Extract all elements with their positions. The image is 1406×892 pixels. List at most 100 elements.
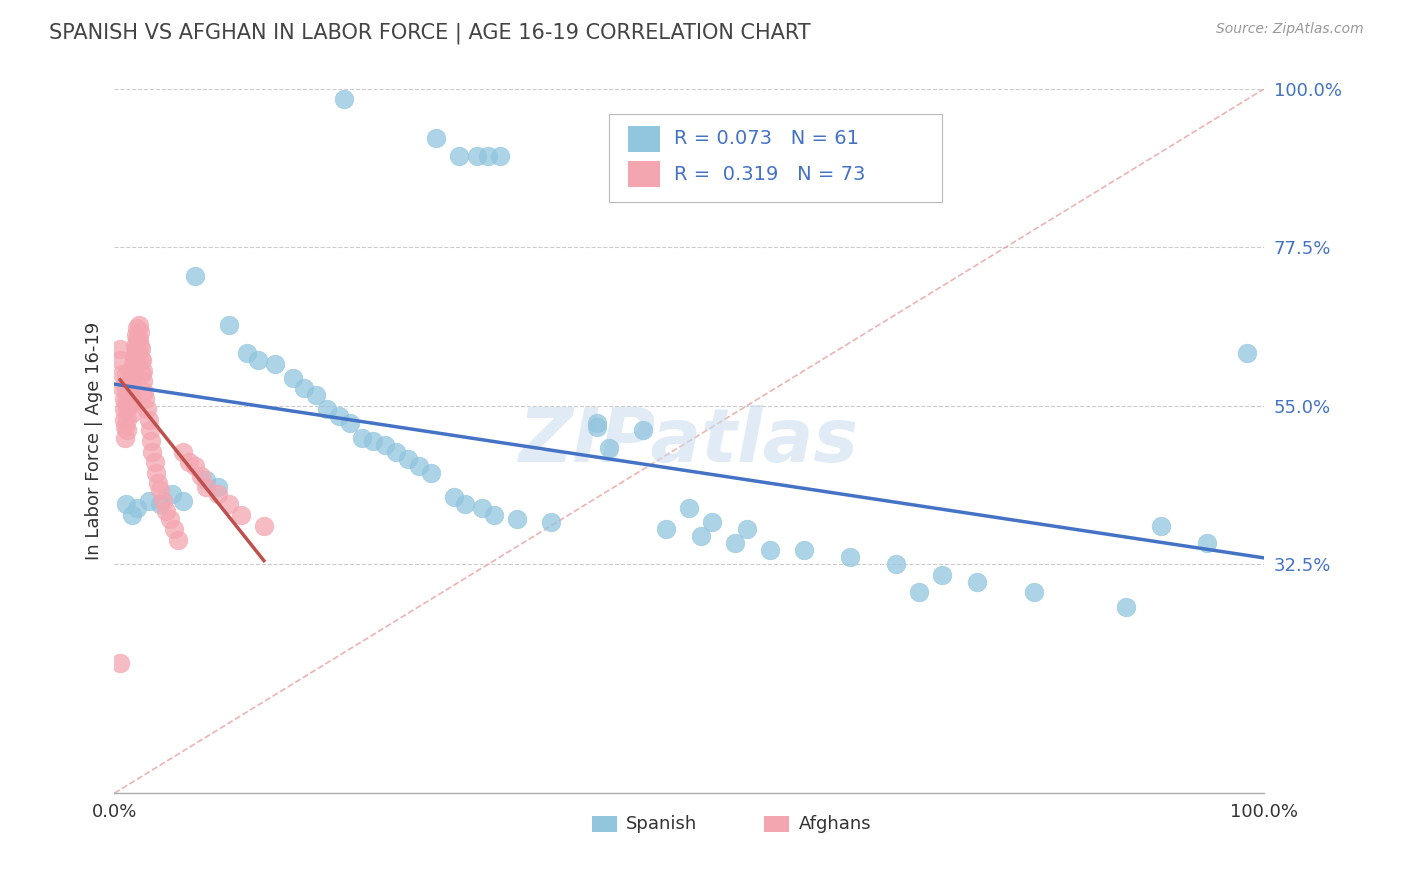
Point [454,497,477,511]
Point [112,413,135,427]
Point [190,469,212,483]
Point [678,500,700,515]
Point [143,455,166,469]
Point [758,543,780,558]
Point [128,325,150,339]
Bar [628,126,661,153]
Text: ZIPatlas: ZIPatlas [519,405,859,477]
Point [471,500,494,515]
Point [793,543,815,558]
Point [115,402,138,417]
Point [218,318,240,332]
Point [207,487,229,501]
Bar [592,816,617,832]
Point [121,357,143,371]
Point [108,343,131,357]
Point [166,533,188,547]
Point [114,430,136,444]
Point [118,377,141,392]
Point [633,424,655,438]
Point [127,346,149,360]
Point [121,406,143,420]
Point [163,522,186,536]
Point [131,353,153,368]
Point [408,458,430,473]
Point [396,451,419,466]
Point [111,381,134,395]
Point [374,437,396,451]
Point [385,444,408,458]
Point [488,149,510,163]
Point [482,508,505,522]
Point [108,656,131,670]
Point [118,388,141,402]
Point [195,473,218,487]
Point [159,511,181,525]
Point [127,321,149,335]
Text: Spanish: Spanish [626,815,697,833]
Point [152,494,174,508]
Point [115,413,138,427]
Point [115,381,138,395]
Point [125,343,148,357]
Point [112,392,135,406]
Point [724,536,747,550]
Point [702,515,724,529]
Point [333,93,356,107]
Point [419,466,441,480]
Point [128,339,150,353]
Point [884,558,907,572]
Point [120,374,142,388]
Point [292,381,315,395]
Point [598,441,620,455]
Point [931,567,953,582]
Bar [628,161,661,187]
Point [328,409,350,424]
Point [253,518,276,533]
Point [218,497,240,511]
Bar [763,816,789,832]
Point [966,574,988,589]
Point [449,149,471,163]
Point [132,374,155,388]
Point [1115,599,1137,614]
Point [115,367,138,381]
Point [172,494,194,508]
Point [129,353,152,368]
Point [146,476,169,491]
Point [115,395,138,409]
Point [339,417,361,431]
Point [149,497,172,511]
Point [184,458,207,473]
Point [138,413,160,427]
Text: Afghans: Afghans [799,815,872,833]
Point [235,346,257,360]
Point [443,491,465,505]
Point [121,508,143,522]
Point [908,585,931,599]
Point [506,511,529,525]
Point [149,483,172,498]
Point [122,360,145,375]
Point [465,149,488,163]
Text: R =  0.319   N = 73: R = 0.319 N = 73 [675,165,866,184]
Point [117,399,139,413]
Text: SPANISH VS AFGHAN IN LABOR FORCE | AGE 16-19 CORRELATION CHART: SPANISH VS AFGHAN IN LABOR FORCE | AGE 1… [49,22,811,44]
Point [316,402,339,417]
Point [114,420,136,434]
Point [135,402,157,417]
Point [121,395,143,409]
Y-axis label: In Labor Force | Age 16-19: In Labor Force | Age 16-19 [86,322,103,560]
Point [115,497,138,511]
Point [112,402,135,417]
Point [477,149,499,163]
Point [129,343,152,357]
Point [207,480,229,494]
Point [141,434,163,448]
Point [247,353,270,368]
Point [115,424,138,438]
Point [120,363,142,377]
Point [122,350,145,364]
Point [655,522,678,536]
FancyBboxPatch shape [609,113,942,202]
